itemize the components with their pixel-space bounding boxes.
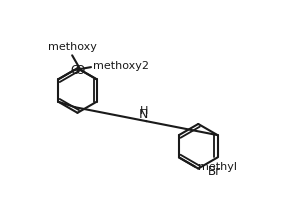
Text: Br: Br <box>208 165 221 178</box>
Text: methoxy: methoxy <box>48 42 97 52</box>
Text: O: O <box>70 64 79 77</box>
Text: methoxy2: methoxy2 <box>93 61 150 71</box>
Text: methyl: methyl <box>198 162 237 172</box>
Text: O: O <box>76 64 85 77</box>
Text: N: N <box>139 108 148 121</box>
Text: H: H <box>140 106 148 116</box>
